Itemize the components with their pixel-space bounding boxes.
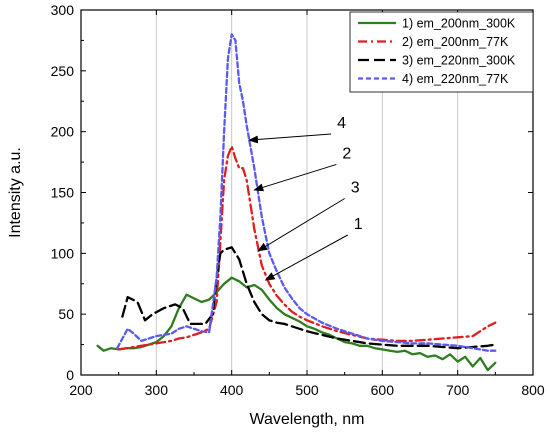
annotation-label-4: 4	[337, 115, 346, 132]
axis-ticks: 200 300 400 500 600 700 800 0 50 100 150 200 250 300	[51, 2, 545, 398]
y-tick-label: 0	[66, 367, 74, 383]
legend-label-4: 4) em_220nm_77K	[402, 72, 509, 86]
x-tick-label: 700	[446, 382, 470, 398]
legend-label-1: 1) em_200nm_300K	[402, 17, 516, 31]
annotation-arrow-3	[257, 198, 345, 252]
legend-label-2: 2) em_200nm_77K	[402, 35, 509, 49]
y-tick-label: 150	[51, 185, 75, 201]
y-tick-label: 250	[51, 63, 75, 79]
x-axis-title: Wavelength, nm	[249, 411, 364, 428]
annotation-label-1: 1	[354, 216, 363, 233]
series-line-2	[117, 145, 497, 351]
x-tick-label: 500	[295, 382, 319, 398]
y-tick-label: 300	[51, 2, 75, 18]
y-tick-label: 50	[58, 306, 74, 322]
annotation-arrow-2	[253, 163, 337, 192]
series-line-3	[121, 246, 497, 350]
series-line-1	[96, 276, 497, 372]
x-tick-label: 800	[521, 382, 545, 398]
x-tick-label: 300	[145, 382, 169, 398]
legend: 1) em_200nm_300K 2) em_200nm_77K 3) em_220…	[349, 11, 534, 93]
legend-label-3: 3) em_220nm_300K	[402, 54, 516, 68]
x-tick-label: 400	[220, 382, 244, 398]
y-axis-title: Intensity a.u.	[7, 147, 24, 238]
legend-box	[349, 11, 534, 93]
annotation-arrow-1	[264, 234, 348, 281]
x-tick-label: 200	[69, 382, 93, 398]
annotation-label-3: 3	[351, 180, 360, 197]
y-tick-label: 100	[51, 245, 75, 261]
annotations: 4 2 3 1	[247, 115, 363, 281]
series-line-4	[116, 33, 497, 352]
x-tick-label: 600	[371, 382, 395, 398]
annotation-arrow-4	[247, 133, 332, 144]
annotation-label-2: 2	[342, 145, 351, 162]
y-tick-label: 200	[51, 124, 75, 140]
series-layer	[96, 33, 497, 372]
